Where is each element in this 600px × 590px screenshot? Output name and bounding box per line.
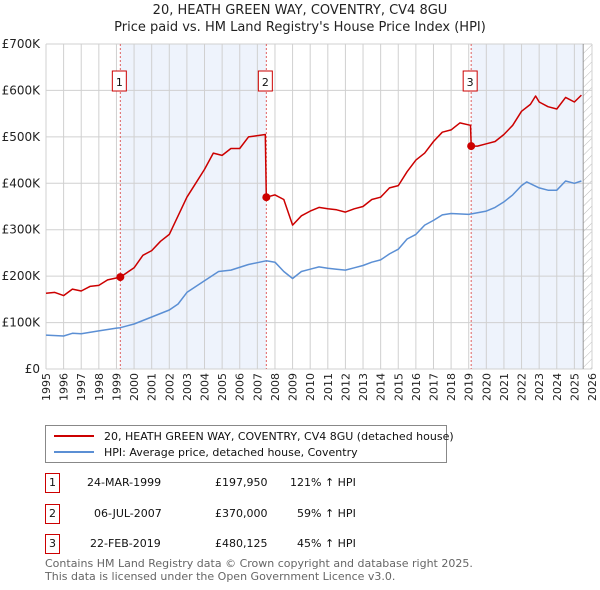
sale-marker-badge: 3: [45, 534, 60, 554]
x-tick-label: 2008: [269, 373, 282, 401]
x-tick-label: 1995: [40, 373, 53, 401]
x-tick-label: 1999: [110, 373, 123, 401]
x-tick-label: 2024: [551, 373, 564, 401]
x-tick-label: 2000: [128, 373, 141, 401]
y-tick-label: £100K: [2, 316, 42, 330]
sale-row: 1 24-MAR-1999 £197,950 121% ↑ HPI: [45, 473, 445, 493]
legend-item-hpi: HPI: Average price, detached house, Cove…: [54, 444, 358, 460]
x-tick-label: 2001: [146, 373, 159, 401]
y-tick-label: £400K: [2, 176, 42, 190]
x-tick-label: 2021: [498, 373, 511, 401]
sale-price: £480,125: [215, 537, 268, 550]
x-tick-label: 2017: [427, 373, 440, 401]
sale-label: 1: [116, 76, 123, 89]
sale-date: 24-MAR-1999: [87, 476, 162, 489]
x-tick-label: 2009: [287, 373, 300, 401]
sale-date: 22-FEB-2019: [90, 537, 161, 550]
chart-subtitle: Price paid vs. HM Land Registry's House …: [114, 20, 486, 35]
legend-label-hpi: HPI: Average price, detached house, Cove…: [104, 445, 358, 459]
sale-price: £370,000: [215, 507, 268, 520]
sale-point: [467, 142, 476, 151]
sale-label-box: [111, 70, 127, 92]
x-tick-label: 2002: [163, 373, 176, 401]
licence-notice: This data is licensed under the Open Gov…: [45, 570, 396, 583]
y-tick-label: £500K: [2, 130, 42, 144]
sale-label-box: [257, 70, 273, 92]
x-tick-label: 2025: [568, 373, 581, 401]
sale-label: 3: [467, 76, 474, 89]
sale-row: 3 22-FEB-2019 £480,125 45% ↑ HPI: [45, 534, 445, 554]
y-tick-label: £600K: [2, 83, 42, 97]
red-line-swatch: [54, 435, 94, 437]
sale-marker-badge: 2: [45, 504, 60, 524]
x-tick-label: 2012: [339, 373, 352, 401]
y-tick-label: £200K: [2, 269, 42, 283]
x-tick-label: 2013: [357, 373, 370, 401]
x-tick-label: 2003: [181, 373, 194, 401]
x-tick-label: 2019: [463, 373, 476, 401]
sale-label: 2: [262, 76, 269, 89]
x-tick-label: 2020: [480, 373, 493, 401]
sale-hpi-change: 45% ↑ HPI: [297, 537, 356, 550]
legend: 20, HEATH GREEN WAY, COVENTRY, CV4 8GU (…: [45, 425, 454, 463]
sale-hpi-change: 121% ↑ HPI: [290, 476, 356, 489]
x-tick-label: 2016: [410, 373, 423, 401]
legend-item-property: 20, HEATH GREEN WAY, COVENTRY, CV4 8GU (…: [54, 428, 454, 444]
sale-marker-badge: 1: [45, 473, 60, 493]
x-tick-label: 2014: [375, 373, 388, 401]
x-tick-label: 2018: [445, 373, 458, 401]
x-tick-label: 2006: [234, 373, 247, 401]
legend-label-property: 20, HEATH GREEN WAY, COVENTRY, CV4 8GU (…: [104, 429, 454, 443]
shaded-period: [471, 44, 584, 369]
y-tick-label: £300K: [2, 223, 42, 237]
sale-row: 2 06-JUL-2007 £370,000 59% ↑ HPI: [45, 504, 445, 524]
x-tick-label: 2026: [586, 373, 599, 401]
y-tick-label: £0: [25, 362, 40, 376]
y-tick-label: £700K: [2, 37, 42, 51]
forecast-hatch: [583, 44, 592, 369]
sale-point: [116, 273, 125, 282]
hpi-line: [45, 180, 582, 337]
x-tick-label: 2005: [216, 373, 229, 401]
sale-price: £197,950: [215, 476, 268, 489]
plot-area: 1995 1996 1997 1998 1999 2000 2001 2002 2003 2004…: [2, 37, 599, 401]
copyright-notice: Contains HM Land Registry data © Crown c…: [45, 557, 473, 570]
sale-date: 06-JUL-2007: [94, 507, 162, 520]
x-tick-label: 1997: [75, 373, 88, 401]
property-price-line: [45, 94, 582, 297]
x-tick-label: 1996: [58, 373, 71, 401]
x-tick-label: 1998: [93, 373, 106, 401]
chart-title: 20, HEATH GREEN WAY, COVENTRY, CV4 8GU: [152, 3, 448, 18]
x-tick-label: 2023: [533, 373, 546, 401]
x-tick-label: 2007: [251, 373, 264, 401]
x-tick-label: 2011: [322, 373, 335, 401]
sale-label-box: [462, 70, 478, 92]
x-tick-label: 2004: [199, 373, 212, 401]
sale-point: [262, 193, 271, 202]
sale-hpi-change: 59% ↑ HPI: [297, 507, 356, 520]
shaded-period: [120, 44, 267, 369]
x-tick-label: 2022: [516, 373, 529, 401]
blue-line-swatch: [54, 451, 94, 453]
x-tick-label: 2015: [392, 373, 405, 401]
x-tick-label: 2010: [304, 373, 317, 401]
